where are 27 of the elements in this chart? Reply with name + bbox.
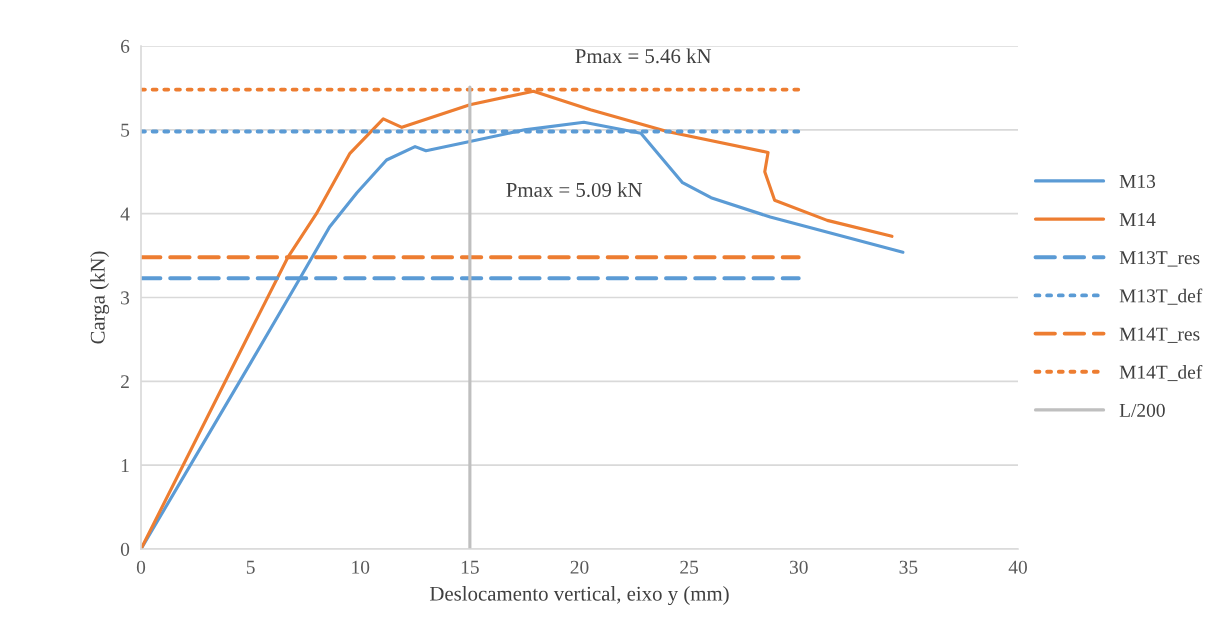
y-tick-label: 1 (121, 459, 129, 472)
y-tick-label: 6 (121, 39, 130, 53)
annotation: Pmax = 5.09 kN (506, 182, 643, 198)
legend-label: M13 (1119, 174, 1156, 188)
annotation: Pmax = 5.46 kN (575, 48, 712, 64)
x-tick-label: 20 (570, 560, 589, 574)
legend-label: M13T_def (1119, 288, 1203, 305)
y-tick-label: 3 (121, 291, 130, 305)
legend-label: L/200 (1119, 403, 1165, 417)
x-tick-label: 10 (352, 560, 370, 574)
x-axis-title: Deslocamento vertical, eixo y (mm) (429, 586, 729, 606)
legend-label: M14T_res (1119, 327, 1200, 343)
legend-label: M14 (1119, 213, 1156, 226)
x-tick-label: 35 (899, 560, 918, 574)
y-axis-title: Carga (kN) (90, 251, 110, 344)
x-tick-label: 40 (1008, 560, 1027, 574)
legend-label: M13T_res (1119, 251, 1200, 267)
y-tick-label: 0 (120, 542, 130, 556)
y-tick-label: 4 (120, 207, 130, 221)
x-tick-label: 30 (789, 560, 808, 574)
y-tick-label: 5 (121, 123, 130, 137)
x-tick-label: 15 (461, 560, 479, 574)
legend-label: M14T_def (1119, 364, 1203, 382)
y-tick-label: 2 (121, 375, 129, 389)
x-tick-label: 25 (680, 560, 699, 574)
x-tick-label: 0 (136, 560, 146, 574)
x-tick-label: 5 (246, 560, 255, 574)
